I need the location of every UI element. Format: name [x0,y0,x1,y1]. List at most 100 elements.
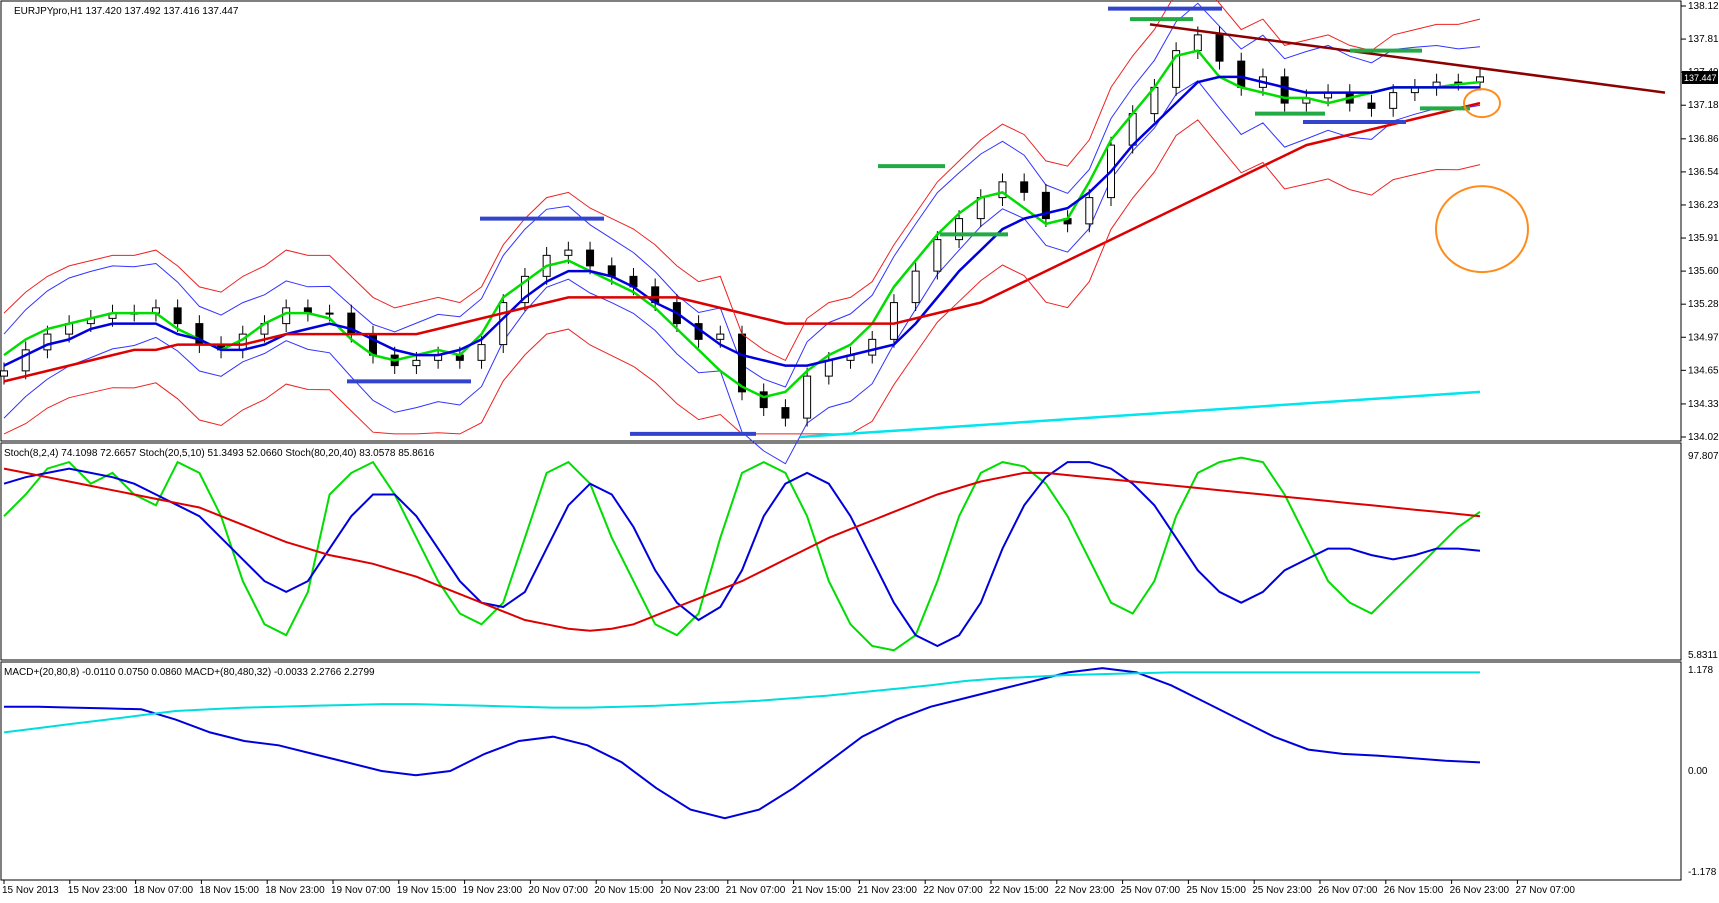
price-y-tick-label: 137.180 [1688,100,1719,111]
candle-body [499,302,508,346]
macd-y-tick-label: -1.178 [1688,867,1717,878]
candle-body [911,270,920,304]
price-y-tick-label: 138.125 [1688,1,1719,12]
price-y-tick-label: 135.915 [1688,233,1719,244]
x-tick-label: 18 Nov 15:00 [199,885,259,896]
stoch-line-1 [3,461,1481,648]
x-tick-label: 19 Nov 15:00 [397,885,457,896]
candle-body [738,333,746,393]
candle-body [564,249,573,256]
x-tick-label: 20 Nov 07:00 [528,885,588,896]
candle-body [477,344,486,361]
x-tick-label: 18 Nov 07:00 [134,885,194,896]
candle-body [43,333,52,351]
envelope-upper-line [3,0,1481,362]
x-tick-label: 20 Nov 23:00 [660,885,720,896]
candle-body [1085,197,1094,225]
candle-body [1172,50,1181,88]
price-y-tick-label: 136.545 [1688,167,1719,178]
stoch-pane-frame [0,442,1682,661]
long-term-ma-line [799,390,1481,439]
stoch-y-tick-label: 5.8311 [1688,650,1718,661]
moving-average-line-0 [3,49,1481,399]
candle-body [325,312,334,315]
candle-body [1367,102,1376,109]
x-tick-label: 18 Nov 23:00 [265,885,325,896]
macd-layer [3,667,1481,820]
x-tick-label: 26 Nov 15:00 [1384,885,1444,896]
stoch-line-2 [3,467,1481,632]
candle-body [781,407,790,419]
target-circle-large [1435,185,1529,274]
x-tick-label: 27 Nov 07:00 [1515,885,1575,896]
candle-body [716,333,725,340]
price-y-tick-label: 136.860 [1688,134,1719,145]
price-pane-frame [0,0,1682,442]
macd-pane-frame [0,661,1682,881]
candle-body [998,181,1007,199]
candle-body [803,375,812,419]
price-y-tick-label: 134.020 [1688,432,1719,443]
candle-body [1280,76,1289,104]
x-tick-label: 22 Nov 23:00 [1055,885,1115,896]
price-y-tick-label: 135.600 [1688,266,1719,277]
x-tick-label: 22 Nov 07:00 [923,885,983,896]
x-tick-label: 25 Nov 07:00 [1121,885,1181,896]
candle-body [173,307,182,325]
current-price-label: 137.447 [1684,73,1717,83]
stoch-line-0 [3,456,1481,652]
candle-body [1237,60,1246,88]
candle-body [824,359,833,377]
stoch-layer [3,456,1481,652]
price-layer [0,0,1666,465]
candle-body [1193,34,1202,52]
candle-body [955,218,964,241]
x-tick-label: 15 Nov 2013 [2,885,59,896]
resistance-trendline [1149,23,1666,94]
macd-line-1 [3,671,1480,734]
candle-body [868,338,877,356]
price-y-tick-label: 134.335 [1688,399,1719,410]
macd-y-tick-label: 0.00 [1688,766,1708,777]
x-tick-label: 21 Nov 07:00 [726,885,786,896]
candle-body [586,249,595,267]
candle-body [520,275,529,304]
stoch-pane-header: Stoch(8,2,4) 74.1098 72.6657 Stoch(20,5,… [4,448,435,459]
candle-body [933,239,942,272]
x-tick-label: 26 Nov 07:00 [1318,885,1378,896]
moving-average-line-1 [3,75,1480,367]
x-tick-label: 22 Nov 15:00 [989,885,1049,896]
x-tick-label: 21 Nov 15:00 [792,885,852,896]
price-y-tick-label: 135.285 [1688,299,1719,310]
macd-pane-header: MACD+(20,80,8) -0.0110 0.0750 0.0860 MAC… [4,667,375,678]
candle-body [412,359,421,367]
x-tick-label: 15 Nov 23:00 [68,885,128,896]
moving-average-line-2 [3,101,1481,383]
x-tick-label: 21 Nov 23:00 [857,885,917,896]
candle-body [1389,92,1398,109]
price-y-tick-label: 136.230 [1688,200,1719,211]
current-price-badge: 137.447 [1682,71,1718,84]
price-y-tick-label: 134.655 [1688,365,1719,376]
candle-body [889,302,898,340]
candle-body [1041,191,1050,220]
x-tick-label: 25 Nov 23:00 [1252,885,1312,896]
candle-body [1215,34,1224,62]
target-circle-small [1463,88,1501,119]
price-y-tick-label: 137.810 [1688,34,1719,45]
x-tick-label: 25 Nov 15:00 [1186,885,1246,896]
candle-body [759,391,768,409]
price-y-tick-label: 134.970 [1688,332,1719,343]
macd-y-tick-label: 1.178 [1688,665,1713,676]
x-tick-label: 26 Nov 23:00 [1450,885,1510,896]
macd-line-0 [4,667,1481,820]
candle-body [0,370,8,377]
candle-body [282,307,291,325]
x-tick-label: 19 Nov 23:00 [463,885,523,896]
price-pane-header: EURJPYpro,H1 137.420 137.492 137.416 137… [14,6,239,17]
x-tick-label: 19 Nov 07:00 [331,885,391,896]
x-tick-label: 20 Nov 15:00 [594,885,654,896]
